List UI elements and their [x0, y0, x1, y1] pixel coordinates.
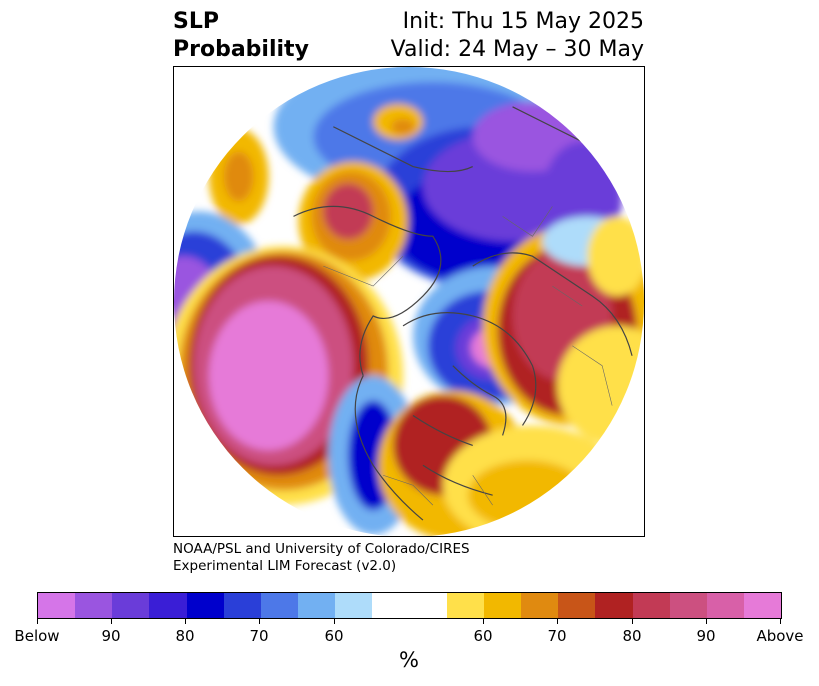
- colorbar-swatch: [446, 593, 484, 618]
- colorbar-swatch: [372, 593, 410, 618]
- colorbar-swatch: [223, 593, 261, 618]
- colorbar-swatch: [298, 593, 336, 618]
- colorbar-tick-label: 60: [324, 627, 344, 645]
- colorbar-tick-mark: [37, 619, 38, 624]
- colorbar-unit: %: [399, 648, 419, 672]
- colorbar-tick-mark: [185, 619, 186, 624]
- colorbar-tick-mark: [111, 619, 112, 624]
- colorbar-tick-label: 60: [473, 627, 493, 645]
- probability-field: [174, 67, 644, 536]
- colorbar-swatch: [706, 593, 744, 618]
- colorbar-swatch: [149, 593, 187, 618]
- colorbar-tick-mark: [334, 619, 335, 624]
- credit-line1: NOAA/PSL and University of Colorado/CIRE…: [173, 541, 470, 557]
- colorbar-swatch: [38, 593, 76, 618]
- title-right: Init: Thu 15 May 2025 Valid: 24 May – 30…: [391, 8, 644, 64]
- valid-range: Valid: 24 May – 30 May: [390, 37, 644, 62]
- title-type: Probability: [173, 37, 309, 62]
- colorbar-tick-mark: [632, 619, 633, 624]
- colorbar-swatch: [632, 593, 670, 618]
- colorbar-swatch: [521, 593, 559, 618]
- colorbar-swatch: [335, 593, 373, 618]
- colorbar-swatch: [743, 593, 782, 618]
- colorbar-tick-label: Above: [756, 627, 804, 645]
- colorbar-tick-label: 90: [696, 627, 716, 645]
- title-left: SLP Probability: [173, 8, 309, 64]
- colorbar: [37, 592, 782, 619]
- colorbar-tick-mark: [259, 619, 260, 624]
- colorbar-tick-mark: [483, 619, 484, 624]
- colorbar-tick-mark: [557, 619, 558, 624]
- borders: [323, 206, 613, 506]
- colorbar-tick-label: Below: [14, 627, 60, 645]
- colorbar-swatch: [409, 593, 447, 618]
- colorbar-tick-label: 70: [249, 627, 269, 645]
- init-date: Init: Thu 15 May 2025: [402, 9, 644, 34]
- colorbar-tick-mark: [780, 619, 781, 624]
- colorbar-swatch: [595, 593, 633, 618]
- map-panel: [173, 66, 645, 537]
- colorbar-swatch: [75, 593, 113, 618]
- colorbar-swatch: [112, 593, 150, 618]
- colorbar-tick-mark: [706, 619, 707, 624]
- colorbar-swatch: [558, 593, 596, 618]
- colorbar-tick-label: 70: [547, 627, 567, 645]
- colorbar-tick-label: 80: [622, 627, 642, 645]
- colorbar-swatch: [483, 593, 522, 618]
- colorbar-swatch: [669, 593, 707, 618]
- colorbar-swatch: [186, 593, 224, 618]
- colorbar-swatch: [260, 593, 299, 618]
- colorbar-tick-label: 80: [175, 627, 195, 645]
- colorbar-tick-label: 90: [101, 627, 121, 645]
- probability-map: [174, 67, 644, 536]
- credit-line2: Experimental LIM Forecast (v2.0): [173, 558, 397, 574]
- title-variable: SLP: [173, 9, 219, 34]
- credit-text: NOAA/PSL and University of Colorado/CIRE…: [173, 541, 470, 575]
